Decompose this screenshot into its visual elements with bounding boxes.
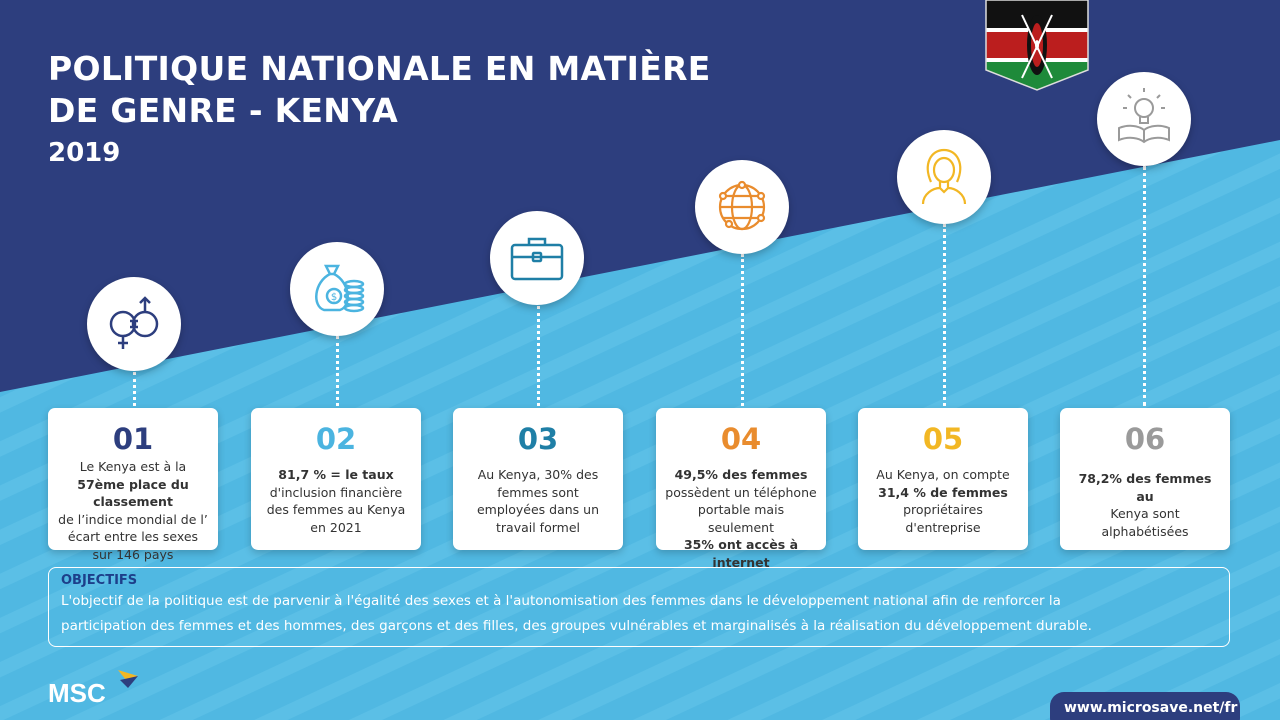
card-text: Au Kenya, 30% des femmes sont employées … bbox=[453, 466, 623, 536]
circle-1 bbox=[87, 277, 181, 371]
lightbulb-book-icon bbox=[1118, 88, 1170, 144]
stat-card-3: 03 Au Kenya, 30% des femmes sont employé… bbox=[453, 408, 623, 550]
card-text-line: 49,5% des femmes bbox=[674, 467, 808, 482]
objectives-line: L'objectif de la politique est de parven… bbox=[61, 593, 1061, 609]
card-text-line: écart entre les sexes bbox=[67, 529, 199, 544]
card-text-line: alphabétisées bbox=[1101, 523, 1189, 539]
card-text-line: Le Kenya est à la bbox=[79, 459, 187, 474]
circle-3 bbox=[490, 211, 584, 305]
stat-card-1: 01 Le Kenya est à la 57ème place du clas… bbox=[48, 408, 218, 562]
card-number: 05 bbox=[922, 422, 964, 456]
circle-5 bbox=[897, 130, 991, 224]
card-text: 49,5% des femmes possèdent un téléphone … bbox=[656, 466, 826, 571]
card-text: 78,2% des femmes au Kenya sont alphabéti… bbox=[1060, 470, 1230, 540]
svg-text:$: $ bbox=[331, 292, 337, 303]
card-text-line: sur 146 pays bbox=[92, 546, 174, 562]
card-text-line: portable mais seulement bbox=[697, 502, 785, 535]
connector-6 bbox=[1143, 166, 1146, 406]
card-text-line: des femmes au Kenya bbox=[266, 502, 406, 517]
card-number: 03 bbox=[517, 422, 559, 456]
briefcase-icon bbox=[510, 237, 564, 281]
card-text: Le Kenya est à la 57ème place du classem… bbox=[48, 458, 218, 563]
card-number: 01 bbox=[112, 422, 154, 456]
card-text-line: 31,4 % de femmes bbox=[878, 484, 1008, 500]
card-text-line: possèdent un téléphone bbox=[665, 484, 817, 500]
stat-card-4: 04 49,5% des femmes possèdent un télépho… bbox=[656, 408, 826, 570]
connector-5 bbox=[943, 224, 946, 406]
card-text-line: travail formel bbox=[496, 519, 580, 535]
card-text: 81,7 % = le taux d'inclusion financière … bbox=[251, 466, 421, 536]
connector-2 bbox=[336, 336, 339, 406]
card-text-line: propriétaires bbox=[903, 502, 983, 517]
page-title: POLITIQUE NATIONALE EN MATIÈRE DE GENRE … bbox=[48, 49, 711, 130]
connector-4 bbox=[741, 254, 744, 406]
msc-logo: MSC bbox=[48, 670, 138, 708]
card-number: 02 bbox=[315, 422, 357, 456]
circle-6 bbox=[1097, 72, 1191, 166]
objectives-text: L'objectif de la politique est de parven… bbox=[61, 589, 1217, 639]
objectives-line: participation des femmes et des hommes, … bbox=[61, 618, 1092, 634]
network-globe-icon bbox=[718, 180, 766, 231]
card-text-line: 57ème place du classement bbox=[77, 476, 189, 510]
objectives-box: OBJECTIFS L'objectif de la politique est… bbox=[48, 567, 1230, 647]
card-text-line: employées dans un bbox=[476, 502, 600, 517]
connector-1 bbox=[133, 372, 136, 406]
card-text-line: 35% ont accès à internet bbox=[683, 537, 799, 570]
card-text: Au Kenya, on compte 31,4 % de femmes pro… bbox=[858, 466, 1028, 536]
circle-4 bbox=[695, 160, 789, 254]
circle-2: $ bbox=[290, 242, 384, 336]
card-text-line: 78,2% des femmes au bbox=[1078, 471, 1212, 504]
stat-card-2: 02 81,7 % = le taux d'inclusion financiè… bbox=[251, 408, 421, 550]
card-text-line: Au Kenya, 30% des bbox=[477, 467, 599, 482]
woman-icon bbox=[921, 148, 967, 205]
card-text-line: Kenya sont bbox=[1110, 506, 1180, 521]
card-text-line: de l’indice mondial de l’ bbox=[58, 511, 208, 527]
card-number: 06 bbox=[1124, 422, 1166, 456]
card-text-line: d'inclusion financière bbox=[269, 484, 403, 500]
logo-text: MSC bbox=[48, 678, 106, 708]
kenya-flag-icon bbox=[985, 0, 1089, 91]
money-bag-coins-icon: $ bbox=[315, 264, 365, 313]
stat-card-6: 06 78,2% des femmes au Kenya sont alphab… bbox=[1060, 408, 1230, 550]
objectives-title: OBJECTIFS bbox=[61, 573, 138, 588]
stat-card-5: 05 Au Kenya, on compte 31,4 % de femmes … bbox=[858, 408, 1028, 550]
card-text-line: femmes sont bbox=[497, 484, 579, 500]
website-link[interactable]: www.microsave.net/fr bbox=[1050, 692, 1240, 720]
card-number: 04 bbox=[720, 422, 762, 456]
page-year: 2019 bbox=[48, 138, 121, 168]
connector-3 bbox=[537, 306, 540, 406]
card-text-line: d'entreprise bbox=[905, 519, 981, 535]
card-text-line: en 2021 bbox=[310, 519, 362, 535]
card-text-line: Au Kenya, on compte bbox=[876, 467, 1010, 482]
card-text-line: 81,7 % = le taux bbox=[278, 467, 394, 482]
gender-equality-icon bbox=[109, 296, 159, 349]
